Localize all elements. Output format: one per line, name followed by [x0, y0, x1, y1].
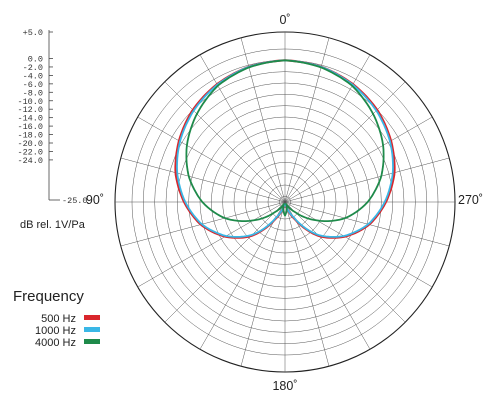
legend-label-500hz: 500 Hz: [41, 313, 76, 325]
radial-tick-label: -16.0: [17, 122, 43, 132]
angle-label-270: 270˚: [458, 193, 483, 207]
legend: Frequency 500 Hz 1000 Hz 4000 Hz: [13, 288, 100, 349]
radial-tick-label: -12.0: [17, 105, 43, 115]
grid-spoke: [137, 201, 286, 288]
legend-swatch-4000hz: [84, 339, 100, 344]
radial-bottom-label: -25.0: [62, 196, 88, 206]
angle-label-90: 90˚: [86, 193, 104, 207]
radial-unit-label: dB rel. 1V/Pa: [20, 219, 86, 231]
polar-grid: [114, 31, 456, 373]
legend-entry-4000hz: 4000 Hz: [35, 337, 100, 349]
legend-label-4000hz: 4000 Hz: [35, 337, 76, 349]
grid-spoke: [284, 37, 330, 203]
grid-spoke: [137, 116, 286, 203]
grid-spoke: [284, 81, 406, 203]
series-line-4000hz: [185, 59, 385, 223]
radial-tick-label: -22.0: [17, 147, 43, 157]
angle-label-0: 0˚: [279, 13, 290, 27]
legend-title: Frequency: [13, 288, 84, 305]
legend-entry-1000hz: 1000 Hz: [35, 325, 100, 337]
legend-swatch-1000hz: [84, 327, 100, 332]
radial-tick-label: -20.0: [17, 139, 43, 149]
polar-series: [174, 59, 396, 239]
radial-tick-label: -24.0: [17, 156, 43, 166]
grid-spoke: [199, 54, 286, 203]
grid-spoke: [240, 201, 286, 367]
grid-spoke: [164, 81, 286, 203]
grid-spoke: [284, 201, 371, 350]
radial-tick-label: -6.0: [23, 80, 43, 90]
radial-tick-label: -8.0: [23, 88, 43, 98]
grid-spoke: [120, 157, 286, 203]
series-line-1000hz: [176, 59, 394, 238]
grid-spoke: [240, 37, 286, 203]
radial-tick-labels: 0.0-2.0-4.0-6.0-8.0-10.0-12.0-14.0-16.0-…: [17, 55, 53, 166]
legend-label-1000hz: 1000 Hz: [35, 325, 76, 337]
radial-tick-label: 0.0: [28, 55, 43, 65]
grid-spoke: [284, 157, 450, 203]
radial-tick-label: -18.0: [17, 131, 43, 141]
radial-top-label: +5.0: [23, 28, 43, 38]
grid-spoke: [284, 201, 406, 323]
radial-tick-label: -14.0: [17, 114, 43, 124]
radial-tick-label: -2.0: [23, 63, 43, 73]
radial-tick-label: -10.0: [17, 97, 43, 107]
radial-scale: +5.0 0.0-2.0-4.0-6.0-8.0-10.0-12.0-14.0-…: [17, 28, 87, 231]
grid-spoke: [284, 54, 371, 203]
radial-tick-label: -4.0: [23, 71, 43, 81]
grid-spoke: [199, 201, 286, 350]
legend-entry-500hz: 500 Hz: [41, 313, 100, 325]
legend-swatch-500hz: [84, 315, 100, 320]
grid-spoke: [284, 201, 330, 367]
angle-label-180: 180˚: [272, 379, 297, 393]
grid-spoke: [284, 116, 433, 203]
grid-spoke: [164, 201, 286, 323]
grid-spoke: [284, 201, 433, 288]
